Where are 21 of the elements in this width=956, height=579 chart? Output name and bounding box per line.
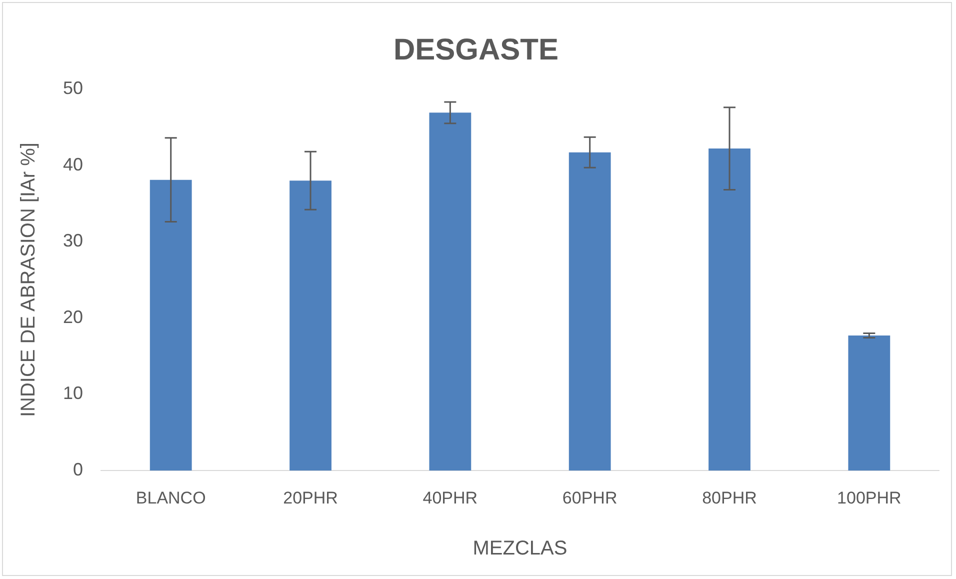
bar — [848, 336, 890, 471]
x-tick-label: 60PHR — [562, 488, 618, 508]
y-tick-label: 0 — [73, 460, 84, 480]
bar — [708, 148, 750, 471]
x-tick-label: BLANCO — [136, 488, 206, 508]
bar — [150, 180, 192, 471]
x-tick-label: 80PHR — [702, 488, 757, 508]
y-axis-title: INDICE DE ABRASION [IAr %] — [18, 142, 40, 418]
x-tick-label: 40PHR — [422, 488, 478, 508]
chart-title: DESGASTE — [393, 33, 559, 66]
x-axis-title: MEZCLAS — [472, 538, 568, 560]
y-tick-label: 10 — [62, 383, 84, 404]
y-tick-label: 30 — [62, 230, 84, 251]
y-tick-label: 50 — [62, 78, 84, 98]
bar — [290, 180, 332, 471]
x-tick-label: 20PHR — [283, 488, 338, 508]
bar — [568, 152, 611, 471]
y-tick-label: 20 — [62, 306, 84, 327]
bar — [429, 112, 472, 471]
x-tick-label: 100PHR — [837, 488, 902, 508]
y-tick-label: 40 — [62, 154, 84, 174]
